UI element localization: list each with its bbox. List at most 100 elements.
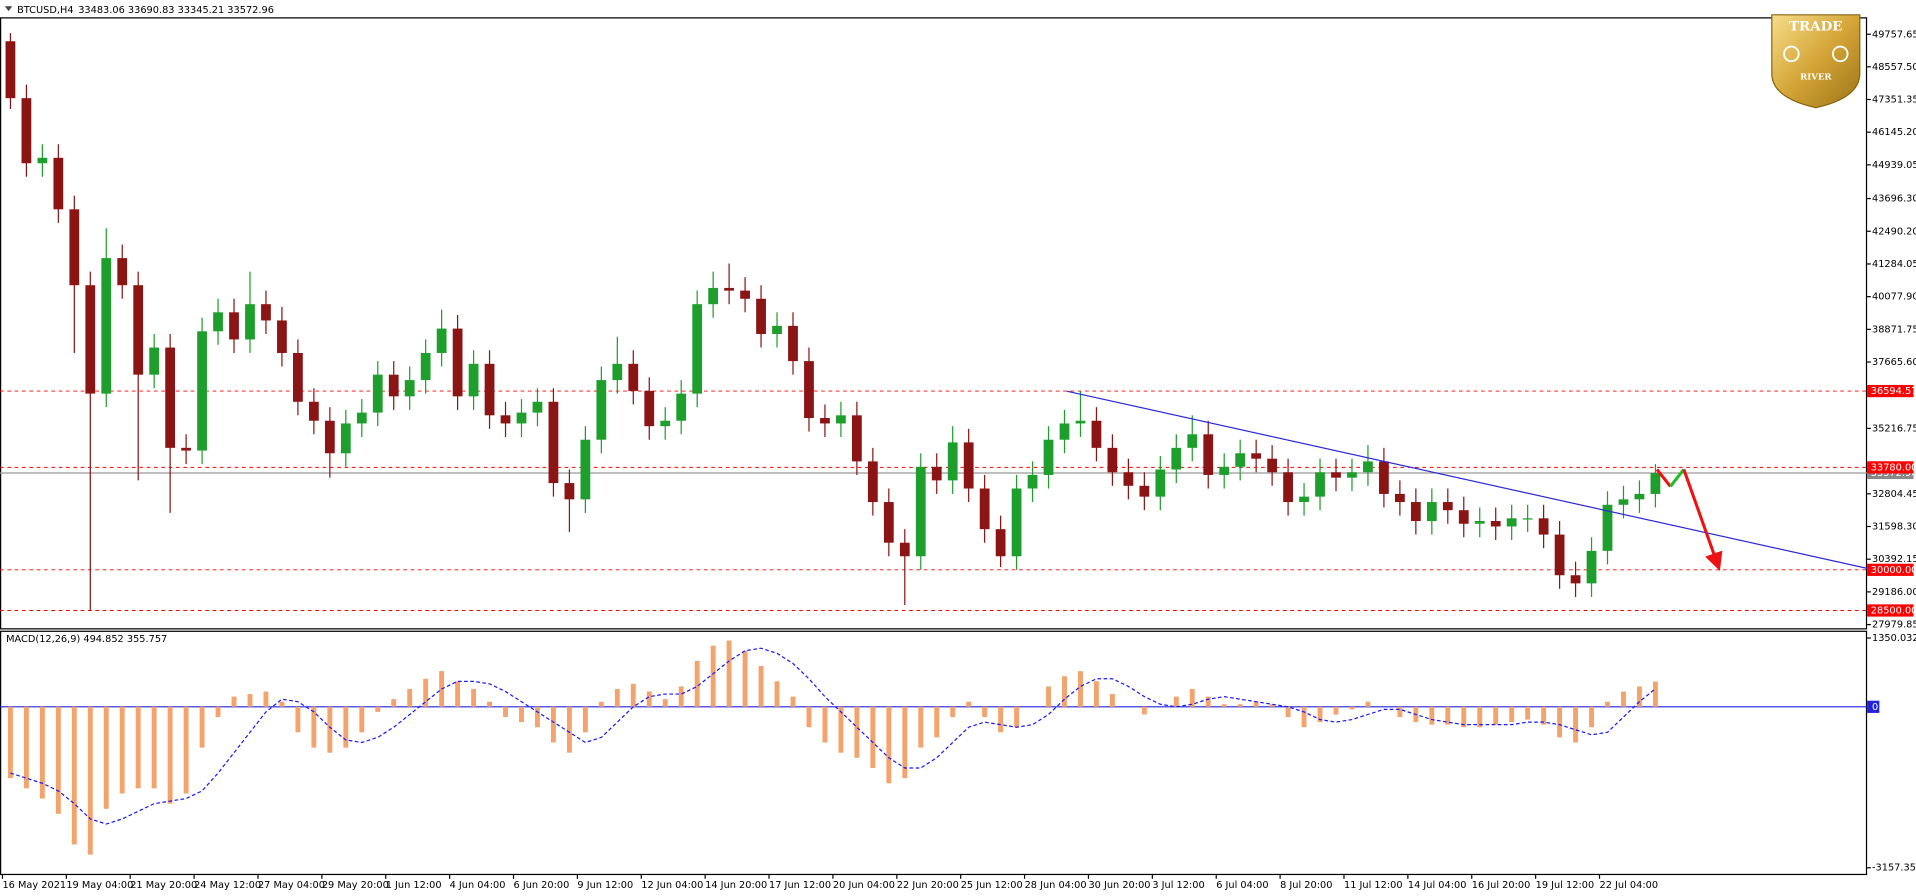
x-tick-label: 11 Jul 12:00 bbox=[1344, 880, 1403, 891]
macd-panel-frame bbox=[0, 630, 1868, 876]
candle-body bbox=[1139, 485, 1150, 497]
candle-body bbox=[1554, 534, 1565, 576]
level-label: 33780.00 bbox=[1871, 462, 1916, 473]
candle-body bbox=[947, 442, 958, 481]
x-tick-label: 24 May 12:00 bbox=[194, 880, 261, 891]
x-tick-label: 16 May 2021 bbox=[2, 880, 66, 891]
x-tick-label: 14 Jun 20:00 bbox=[705, 880, 767, 891]
candle-body bbox=[1426, 502, 1437, 522]
logo-bottom: RIVER bbox=[1800, 73, 1832, 83]
macd-bar bbox=[838, 706, 844, 753]
macd-bar bbox=[694, 660, 700, 707]
macd-bar bbox=[215, 706, 221, 718]
candle-body bbox=[612, 363, 623, 381]
macd-bar bbox=[1093, 681, 1099, 707]
candle-body bbox=[1586, 550, 1597, 584]
logo-icon bbox=[1831, 45, 1849, 63]
macd-bar bbox=[71, 706, 77, 845]
y-tick-label: 30392.15 bbox=[1872, 554, 1916, 565]
candle-body bbox=[692, 304, 703, 394]
x-tick-label: 9 Jun 12:00 bbox=[577, 880, 633, 891]
candle-body bbox=[1458, 510, 1469, 524]
macd-bar bbox=[918, 706, 924, 748]
y-tick-label: 27979.85 bbox=[1872, 620, 1916, 631]
x-tick-label: 19 Jul 12:00 bbox=[1536, 880, 1595, 891]
candle-body bbox=[1123, 472, 1134, 486]
y-tick-label: 37665.60 bbox=[1872, 357, 1916, 368]
macd-bar bbox=[790, 696, 796, 707]
candle-body bbox=[340, 423, 351, 454]
candle-body bbox=[1570, 575, 1581, 584]
candle-body bbox=[1107, 447, 1118, 473]
x-tick-label: 17 Jun 12:00 bbox=[769, 880, 831, 891]
candle-body bbox=[1027, 474, 1038, 489]
macd-bar bbox=[487, 701, 492, 707]
macd-tick-label: 1350.032 bbox=[1872, 633, 1916, 644]
macd-bar bbox=[1301, 706, 1307, 728]
candle-body bbox=[1602, 504, 1613, 551]
macd-bar bbox=[1621, 691, 1626, 707]
ohlc-header: 33483.06 33690.83 33345.21 33572.96 bbox=[78, 5, 274, 16]
macd-bar bbox=[55, 706, 61, 814]
symbol-header: BTCUSD,H4 bbox=[17, 5, 73, 16]
macd-bar bbox=[471, 688, 477, 707]
candle-body bbox=[580, 439, 591, 500]
macd-bar bbox=[1285, 706, 1291, 718]
macd-bar bbox=[1062, 676, 1067, 707]
macd-bar bbox=[774, 681, 780, 707]
candle-body bbox=[804, 361, 814, 419]
macd-bar bbox=[1046, 686, 1051, 707]
candle-body bbox=[1474, 521, 1485, 524]
candle-body bbox=[37, 157, 48, 164]
macd-bar bbox=[503, 706, 508, 718]
level-box bbox=[1867, 563, 1914, 576]
candle-body bbox=[21, 98, 32, 164]
candle-body bbox=[628, 363, 639, 391]
macd-bar bbox=[167, 706, 173, 804]
candle-body bbox=[1490, 521, 1501, 527]
macd-bar bbox=[87, 706, 93, 855]
y-tick-label: 38871.75 bbox=[1872, 324, 1916, 335]
candle-body bbox=[676, 393, 687, 421]
candle-body bbox=[564, 483, 575, 500]
macd-bar bbox=[1014, 706, 1020, 728]
y-tick-label: 47351.35 bbox=[1872, 94, 1916, 105]
x-tick-label: 6 Jul 04:00 bbox=[1216, 880, 1268, 891]
macd-bar bbox=[247, 694, 253, 707]
macd-bar bbox=[614, 688, 620, 707]
macd-bar bbox=[854, 706, 860, 758]
candle-body bbox=[213, 312, 223, 332]
x-tick-label: 16 Jul 20:00 bbox=[1472, 880, 1531, 891]
candle-body bbox=[181, 447, 191, 451]
candle-body bbox=[356, 412, 367, 424]
macd-bar bbox=[1333, 706, 1339, 715]
candle-body bbox=[117, 258, 128, 286]
macd-bar bbox=[758, 666, 764, 707]
candle-body bbox=[979, 488, 990, 530]
macd-bar bbox=[1109, 694, 1115, 707]
macd-bar bbox=[103, 706, 109, 809]
macd-bar bbox=[407, 688, 413, 707]
macd-bar bbox=[135, 706, 141, 789]
macd-bar bbox=[870, 706, 876, 768]
candle-body bbox=[788, 325, 798, 362]
macd-bar bbox=[1477, 706, 1483, 728]
macd-bar bbox=[1221, 704, 1227, 707]
candle-body bbox=[165, 347, 176, 448]
macd-bar bbox=[1637, 686, 1642, 707]
macd-bar bbox=[662, 699, 668, 707]
macd-bar bbox=[582, 706, 588, 733]
macd-bar bbox=[1652, 681, 1658, 707]
candle-body bbox=[85, 285, 96, 394]
y-tick-label: 49757.65 bbox=[1872, 29, 1916, 40]
macd-bar bbox=[934, 706, 940, 738]
candle-body bbox=[963, 442, 974, 489]
candle-body bbox=[1059, 423, 1070, 440]
menu-triangle[interactable] bbox=[4, 6, 13, 12]
level-label: 28500.00 bbox=[1871, 605, 1916, 616]
zero-box bbox=[1867, 700, 1880, 713]
macd-bar bbox=[1541, 706, 1547, 725]
macd-bar bbox=[886, 706, 892, 784]
